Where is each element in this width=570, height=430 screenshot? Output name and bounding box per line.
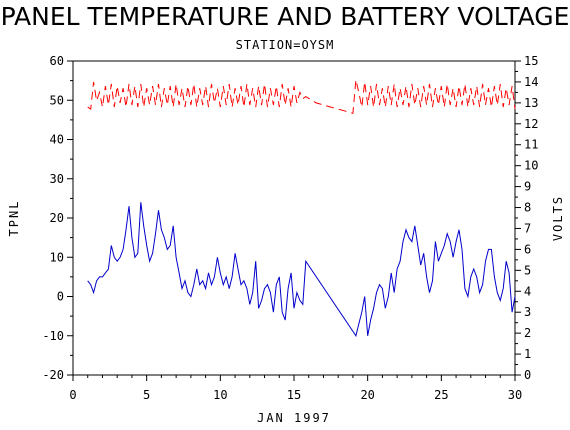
x-tick-label: 20 <box>360 388 374 402</box>
x-tick-label: 30 <box>508 388 522 402</box>
y-tick-label: -10 <box>42 329 64 343</box>
y2-tick-label: 13 <box>524 96 538 110</box>
y2-tick-label: 9 <box>524 180 531 194</box>
y-tick-label: 40 <box>50 133 64 147</box>
x-tick-label: 5 <box>143 388 150 402</box>
y-tick-label: 50 <box>50 93 64 107</box>
axes-layer: 0 5 10 15 20 25 30-20-100102030405060012345678… <box>42 54 538 402</box>
x-tick-label: 10 <box>213 388 227 402</box>
x-axis-label: JAN 1997 <box>257 411 331 425</box>
x-tick-label: 0 <box>69 388 76 402</box>
y-tick-label: 60 <box>50 54 64 68</box>
plot-frame <box>72 60 516 376</box>
y2-tick-label: 15 <box>524 54 538 68</box>
y2-tick-label: 6 <box>524 242 531 256</box>
y2-tick-label: 14 <box>524 75 538 89</box>
temperature-series-line <box>87 202 516 338</box>
x-tick-label: 25 <box>434 388 448 402</box>
y2-tick-label: 5 <box>524 263 531 277</box>
x-tick-label: 15 <box>287 388 301 402</box>
y2-tick-label: 4 <box>524 284 531 298</box>
y2-tick-label: 0 <box>524 368 531 382</box>
y2-tick-label: 1 <box>524 347 531 361</box>
y2-tick-label: 2 <box>524 326 531 340</box>
y-axis-label: TPNL <box>7 200 21 237</box>
y2-tick-label: 11 <box>524 138 538 152</box>
y-tick-label: 0 <box>57 290 64 304</box>
y-tick-label: 20 <box>50 211 64 225</box>
series-layer <box>87 79 516 338</box>
y-tick-label: -20 <box>42 368 64 382</box>
y2-tick-label: 12 <box>524 117 538 131</box>
voltage-series-line <box>87 79 516 114</box>
chart-title: PANEL TEMPERATURE AND BATTERY VOLTAGE <box>0 2 570 31</box>
y2-axis-label: VOLTS <box>551 195 565 241</box>
y2-tick-label: 8 <box>524 201 531 215</box>
y-tick-label: 10 <box>50 250 64 264</box>
y2-tick-label: 3 <box>524 305 531 319</box>
y-tick-label: 30 <box>50 172 64 186</box>
chart-subtitle: STATION=OYSM <box>235 38 335 52</box>
y2-tick-label: 7 <box>524 221 531 235</box>
y2-tick-label: 10 <box>524 159 538 173</box>
